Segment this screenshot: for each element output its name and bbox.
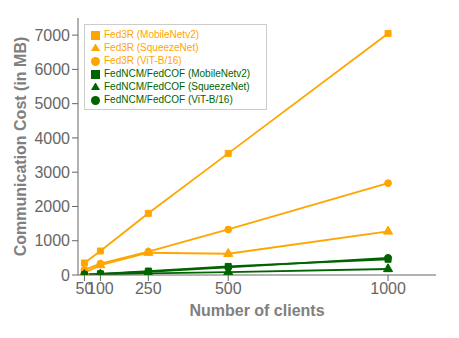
html-text:Fed3R (MobileNetv2): Fed3R (MobileNetv2) xyxy=(104,29,199,40)
svg-text:50: 50 xyxy=(75,280,94,298)
svg-text:6000: 6000 xyxy=(34,61,70,78)
html-text:Fed3R (SqueezeNet): Fed3R (SqueezeNet) xyxy=(104,42,199,53)
svg-text:2000: 2000 xyxy=(34,198,70,215)
svg-text:Number of clients: Number of clients xyxy=(189,302,324,319)
html-text:FedNCM/FedCOF (MobileNetv2): FedNCM/FedCOF (MobileNetv2) xyxy=(104,68,251,79)
svg-text:5000: 5000 xyxy=(34,95,70,112)
svg-text:250: 250 xyxy=(135,280,162,297)
svg-text:7000: 7000 xyxy=(34,27,70,44)
html-text:FedNCM/FedCOF (SqueezeNet): FedNCM/FedCOF (SqueezeNet) xyxy=(104,81,250,92)
svg-text:1000: 1000 xyxy=(370,280,406,297)
svg-text:Communication Cost (in MB): Communication Cost (in MB) xyxy=(12,37,29,257)
svg-text:500: 500 xyxy=(215,280,242,297)
svg-text:1000: 1000 xyxy=(34,232,70,249)
svg-text:100: 100 xyxy=(87,280,114,297)
svg-text:3000: 3000 xyxy=(34,164,70,181)
svg-text:0: 0 xyxy=(61,267,70,284)
html-text:Fed3R (ViT-B/16): Fed3R (ViT-B/16) xyxy=(104,55,182,66)
svg-text:4000: 4000 xyxy=(34,130,70,147)
html-text:FedNCM/FedCOF (ViT-B/16): FedNCM/FedCOF (ViT-B/16) xyxy=(104,94,233,105)
